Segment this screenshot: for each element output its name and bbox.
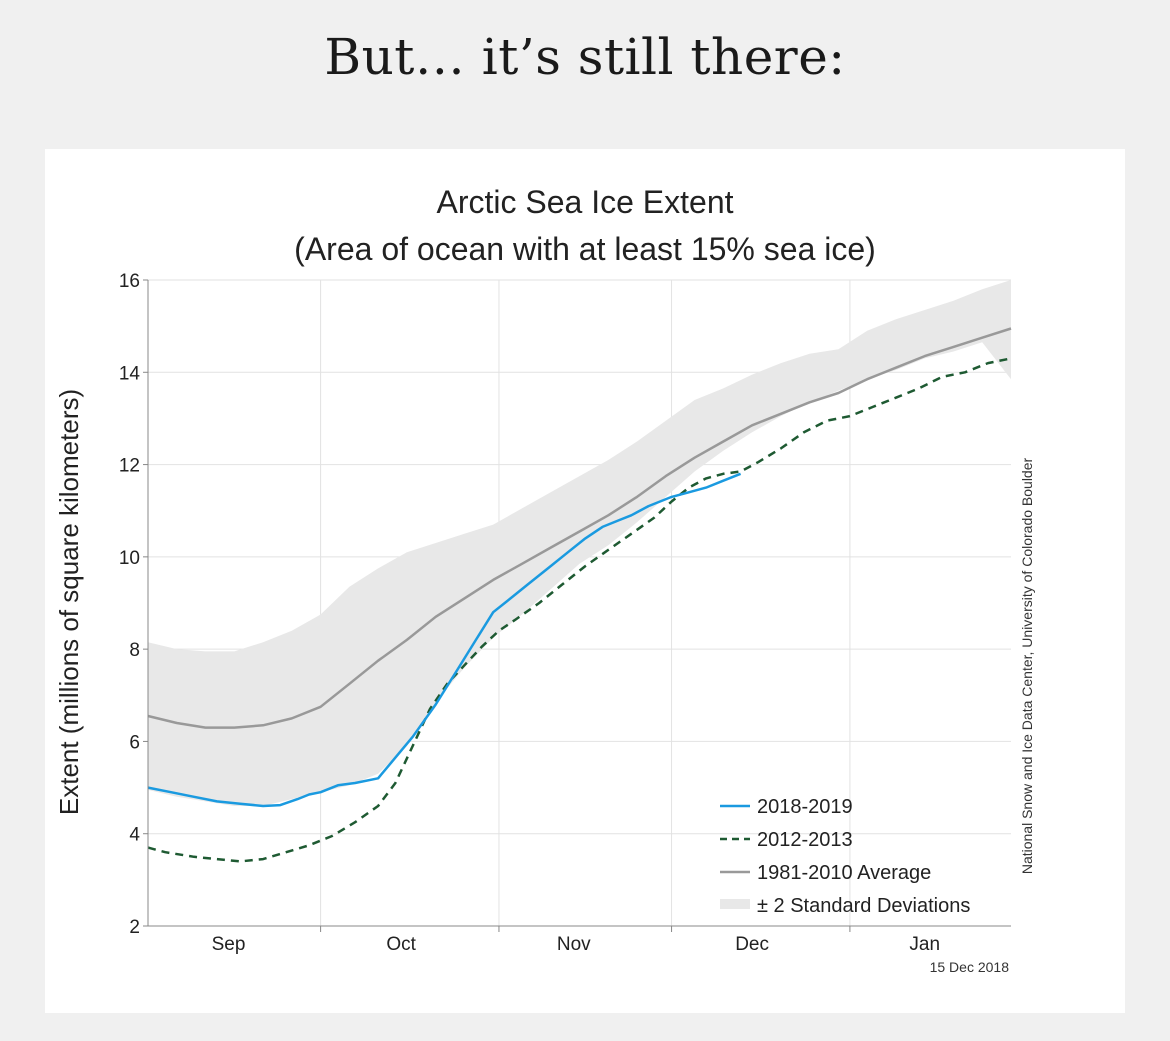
date-stamp: 15 Dec 2018 — [930, 959, 1010, 975]
chart-subtitle: (Area of ocean with at least 15% sea ice… — [294, 231, 876, 267]
y-tick-label: 10 — [119, 548, 140, 569]
y-tick-label: 4 — [129, 825, 140, 846]
legend-swatch-band — [720, 899, 750, 909]
x-month-label: Nov — [557, 934, 591, 955]
legend-layer: 2018-2019 2012-2013 1981-2010 Average ± 2 S… — [720, 796, 970, 917]
legend-label: ± 2 Standard Deviations — [757, 895, 970, 917]
series-2018-2019-line — [147, 472, 742, 808]
chart-title: Arctic Sea Ice Extent — [436, 184, 733, 220]
legend-label: 2018-2019 — [757, 796, 853, 818]
y-tick-label: 16 — [119, 271, 140, 292]
y-axis-label: Extent (millions of square kilometers) — [54, 389, 84, 815]
y-tick-label: 2 — [129, 917, 140, 938]
axes-layer: 2 4 6 8 10 12 14 16 Sep Oct Nov Dec Jan — [119, 271, 1011, 955]
series-average-line — [147, 327, 1012, 729]
y-tick-label: 6 — [129, 732, 140, 753]
grid-layer — [148, 279, 1011, 926]
legend-label: 1981-2010 Average — [757, 862, 931, 884]
series-layer — [147, 327, 1012, 863]
series-2012-2013-line — [147, 357, 1012, 863]
slide-heading: But… it’s still there: — [324, 28, 846, 86]
x-month-label: Jan — [909, 934, 940, 955]
x-month-label: Sep — [212, 934, 246, 955]
x-month-label: Oct — [386, 934, 416, 955]
y-tick-label: 14 — [119, 363, 141, 384]
y-tick-label: 8 — [129, 640, 140, 661]
y-tick-label: 12 — [119, 456, 140, 477]
credit-text: National Snow and Ice Data Center, Unive… — [1019, 457, 1035, 874]
x-month-label: Dec — [735, 934, 769, 955]
legend-label: 2012-2013 — [757, 829, 853, 851]
chart-card: 2 4 6 8 10 12 14 16 Sep Oct Nov Dec Jan 2018-2019 201… — [45, 149, 1125, 1013]
